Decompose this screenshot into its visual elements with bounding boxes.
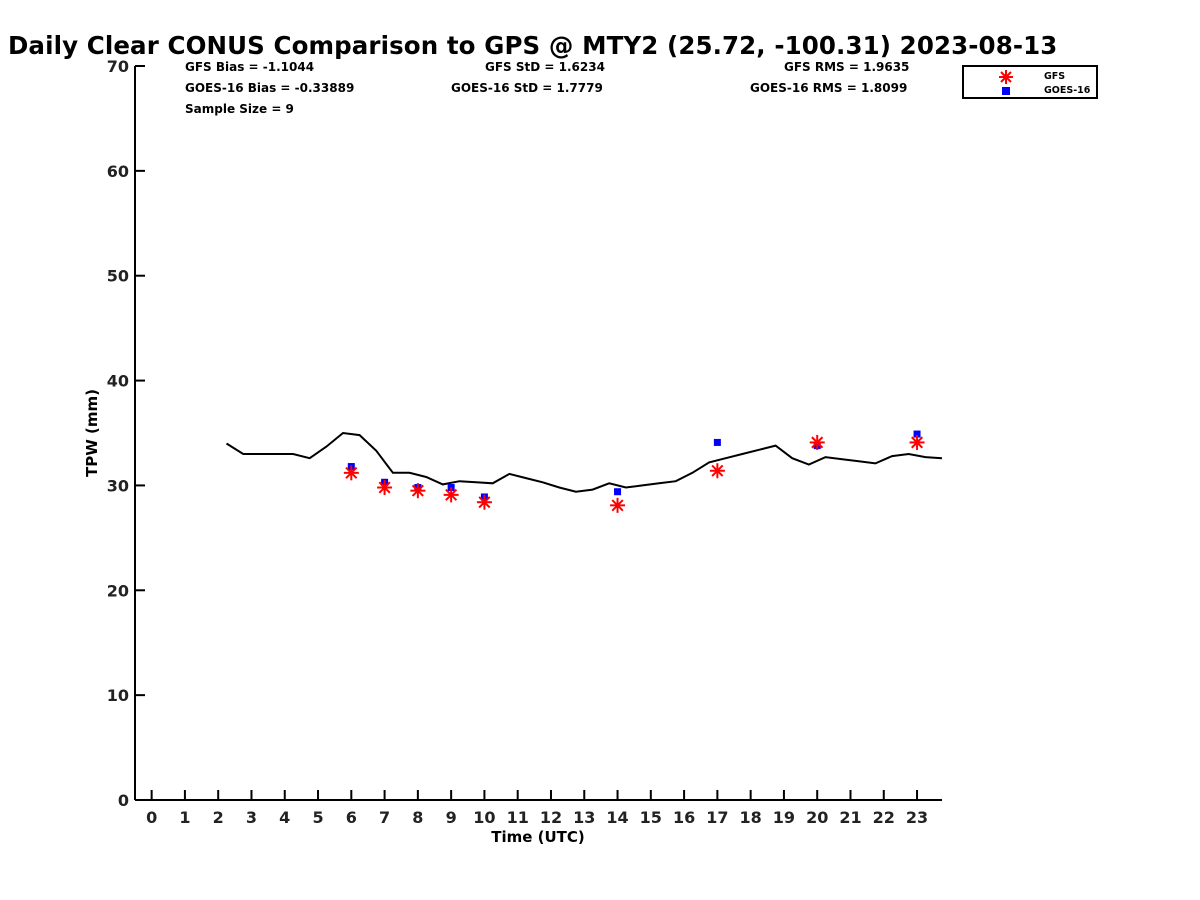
x-tick-label: 2 (213, 808, 224, 827)
legend-gfs-label: GFS (1044, 71, 1066, 82)
gfs-std-text: GFS StD = 1.6234 (485, 60, 605, 74)
y-tick-label: 60 (107, 162, 129, 181)
x-tick-label: 16 (673, 808, 695, 827)
goes16-point (713, 438, 721, 446)
y-tick-label: 50 (107, 267, 129, 286)
gps-line-layer (225, 431, 943, 493)
x-tick-label: 9 (446, 808, 457, 827)
gfs-point (610, 497, 626, 513)
legend: GFS GOES-16 (962, 65, 1098, 99)
x-tick-label: 14 (606, 808, 628, 827)
x-tick-label: 22 (873, 808, 895, 827)
x-tick-label: 23 (906, 808, 928, 827)
y-tick-label: 40 (107, 372, 129, 391)
x-tick-label: 17 (706, 808, 728, 827)
legend-gfs-asterisk-icon (999, 70, 1013, 84)
gfs-point (809, 434, 825, 450)
x-tick-label: 6 (346, 808, 357, 827)
x-tick-label: 10 (473, 808, 495, 827)
gfs-point (410, 483, 426, 499)
legend-goes-label: GOES-16 (1044, 85, 1091, 96)
gfs-bias-text: GFS Bias = -1.1044 (185, 60, 315, 74)
x-axis-label: Time (UTC) (491, 828, 585, 846)
x-tick-label: 12 (540, 808, 562, 827)
x-tick-label: 0 (146, 808, 157, 827)
goes-std-text: GOES-16 StD = 1.7779 (451, 81, 603, 95)
x-tick-label: 7 (379, 808, 390, 827)
goes16-point (913, 430, 921, 438)
legend-goes-square-icon (1002, 87, 1010, 95)
x-tick-label: 18 (740, 808, 762, 827)
x-tick-label: 20 (806, 808, 828, 827)
x-tick-label: 3 (246, 808, 257, 827)
gfs-point (476, 494, 492, 510)
gfs-point (909, 434, 925, 450)
x-tick-label: 19 (773, 808, 795, 827)
x-tick-label: 1 (179, 808, 190, 827)
x-tick-label: 5 (312, 808, 323, 827)
x-tick-label: 21 (839, 808, 861, 827)
gps-line (225, 431, 943, 493)
x-tick-label: 15 (640, 808, 662, 827)
goes-rms-text: GOES-16 RMS = 1.8099 (750, 81, 908, 95)
x-tick-label: 13 (573, 808, 595, 827)
x-tick-label: 11 (507, 808, 529, 827)
y-tick-label: 20 (107, 581, 129, 600)
y-tick-label: 70 (107, 57, 129, 76)
y-tick-label: 0 (118, 791, 129, 810)
gfs-point (377, 480, 393, 496)
gfs-point (443, 487, 459, 503)
goes16-point (614, 488, 622, 496)
sample-size-text: Sample Size = 9 (185, 102, 294, 116)
y-axis-label: TPW (mm) (83, 389, 101, 477)
goes-bias-text: GOES-16 Bias = -0.33889 (185, 81, 355, 95)
gfs-point (709, 463, 725, 479)
x-tick-label: 8 (412, 808, 423, 827)
marker-layer (343, 430, 925, 513)
gfs-rms-text: GFS RMS = 1.9635 (784, 60, 910, 74)
chart-title: Daily Clear CONUS Comparison to GPS @ MT… (8, 31, 1058, 60)
gfs-point (343, 465, 359, 481)
y-tick-label: 30 (107, 476, 129, 495)
y-tick-label: 10 (107, 686, 129, 705)
x-tick-label: 4 (279, 808, 290, 827)
